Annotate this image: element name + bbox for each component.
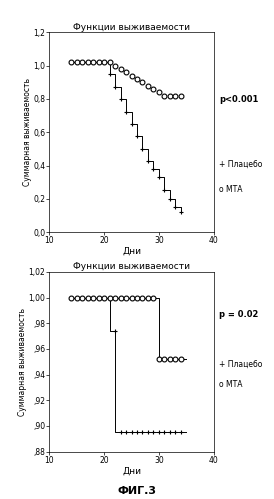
Y-axis label: Суммарная выживаемость: Суммарная выживаемость bbox=[23, 78, 32, 186]
Title: Функции выживаемости: Функции выживаемости bbox=[73, 22, 190, 31]
X-axis label: Дни: Дни bbox=[122, 247, 141, 255]
Y-axis label: Суммарная выживаемость: Суммарная выживаемость bbox=[18, 308, 27, 416]
Text: p = 0.02: p = 0.02 bbox=[219, 310, 259, 319]
Text: p<0.001: p<0.001 bbox=[219, 95, 259, 104]
Text: ФИГ.3: ФИГ.3 bbox=[118, 486, 156, 496]
Text: + Плацебо: + Плацебо bbox=[219, 360, 262, 369]
Title: Функции выживаемости: Функции выживаемости bbox=[73, 262, 190, 271]
Text: + Плацебо: + Плацебо bbox=[219, 160, 262, 169]
Text: o МТА: o МТА bbox=[219, 380, 243, 389]
X-axis label: Дни: Дни bbox=[122, 466, 141, 475]
Text: o МТА: o МТА bbox=[219, 185, 243, 194]
